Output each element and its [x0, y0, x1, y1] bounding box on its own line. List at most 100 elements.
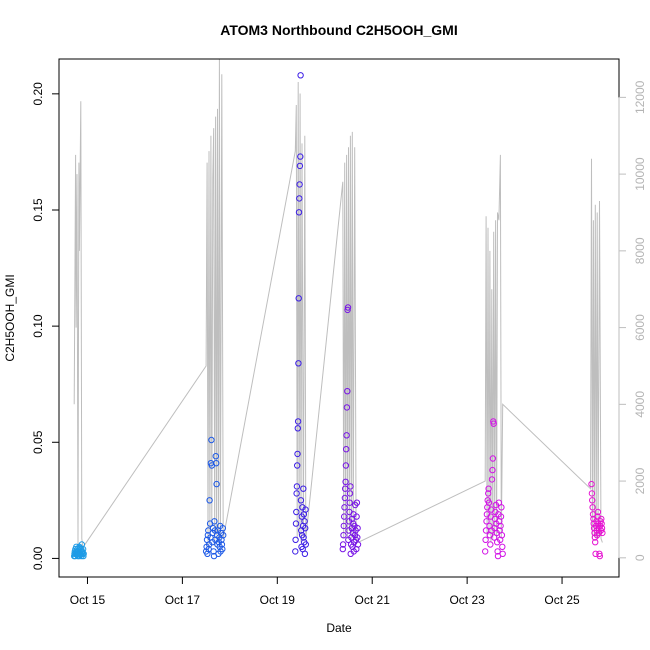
data-point — [488, 476, 496, 483]
x-tick-label: Oct 23 — [449, 593, 485, 607]
data-point — [598, 515, 605, 523]
data-point — [498, 504, 505, 511]
data-point — [588, 490, 596, 497]
data-point — [220, 532, 227, 539]
data-point — [589, 497, 596, 504]
data-point — [301, 518, 308, 525]
data-point — [302, 541, 309, 548]
data-point — [353, 499, 361, 506]
data-point — [482, 548, 489, 555]
data-point — [489, 455, 497, 462]
y2-tick-label: 12000 — [633, 80, 647, 114]
data-point — [339, 545, 346, 553]
y2-tick-label: 10000 — [633, 157, 647, 191]
data-point — [296, 162, 304, 170]
data-point — [219, 545, 226, 553]
data-point — [490, 420, 497, 427]
y2-tick-label: 2000 — [633, 467, 647, 494]
data-point — [343, 446, 350, 453]
y-tick-label: 0.15 — [31, 198, 45, 222]
y2-tick-label: 4000 — [633, 391, 647, 418]
data-point — [344, 304, 352, 311]
data-point — [594, 508, 602, 516]
data-point — [218, 541, 226, 548]
data-point — [212, 453, 220, 460]
y-tick-label: 0.00 — [31, 546, 45, 570]
data-point — [483, 518, 490, 525]
data-point — [599, 529, 606, 537]
data-point — [497, 513, 505, 520]
data-point — [301, 550, 309, 557]
data-point — [339, 541, 347, 548]
data-point — [208, 436, 215, 444]
data-point — [300, 485, 307, 492]
data-point — [294, 418, 302, 425]
altitude-series — [73, 58, 603, 551]
data-point — [592, 539, 599, 546]
data-point — [490, 418, 497, 425]
y-tick-label: 0.20 — [31, 82, 45, 106]
data-point — [346, 499, 353, 506]
altitude-line — [73, 58, 603, 551]
data-point — [300, 534, 307, 541]
x-tick-label: Oct 19 — [260, 593, 296, 607]
data-point — [296, 195, 303, 202]
chart-title: ATOM3 Northbound C2H5OOH_GMI — [220, 22, 457, 38]
data-point — [598, 525, 606, 532]
data-point — [292, 520, 300, 527]
data-point — [596, 550, 603, 557]
data-point — [79, 549, 87, 556]
data-point — [346, 490, 354, 497]
data-point — [598, 520, 605, 527]
data-point — [211, 518, 218, 525]
data-point — [499, 543, 506, 550]
data-point — [296, 181, 303, 188]
data-point — [293, 483, 301, 490]
data-point — [482, 536, 489, 543]
data-point — [213, 480, 220, 488]
data-point — [297, 497, 305, 504]
data-point — [340, 522, 347, 530]
data-point — [292, 536, 299, 543]
data-point — [295, 209, 303, 216]
data-point — [293, 490, 300, 497]
data-point — [293, 508, 300, 516]
y2-tick-label: 0 — [633, 554, 647, 561]
data-point — [294, 425, 301, 432]
data-point — [485, 490, 492, 497]
data-point — [354, 534, 361, 541]
y2-tick-label: 6000 — [633, 314, 647, 341]
data-point — [219, 525, 227, 532]
c2h5ooh-series — [71, 72, 606, 560]
y-tick-label: 0.05 — [31, 430, 45, 454]
data-point — [340, 532, 347, 539]
y-tick-label: 0.10 — [31, 314, 45, 338]
data-point — [341, 513, 348, 520]
plot-frame — [58, 58, 620, 578]
data-point — [489, 466, 496, 474]
data-point — [292, 548, 299, 555]
data-point — [589, 504, 596, 511]
data-point — [295, 360, 302, 367]
data-point — [354, 525, 361, 532]
x-axis-label: Date — [326, 621, 352, 635]
data-point — [498, 532, 506, 539]
data-point — [596, 552, 603, 560]
data-point — [297, 72, 304, 79]
data-point — [485, 499, 493, 506]
data-point — [497, 522, 504, 530]
y-axis-left: 0.00 0.05 0.10 0.15 0.20 — [31, 82, 60, 570]
x-axis: Oct 15 Oct 17 Oct 19 Oct 21 Oct 23 Oct 25 — [70, 576, 580, 607]
data-point — [213, 460, 220, 467]
y-axis-label: C2H5OOH_GMI — [3, 274, 17, 361]
x-tick-label: Oct 17 — [165, 593, 201, 607]
data-point — [206, 497, 213, 504]
data-point — [353, 513, 360, 520]
data-point — [297, 153, 304, 160]
data-point — [588, 480, 595, 488]
data-point — [487, 541, 494, 548]
data-point — [499, 550, 506, 557]
data-point — [344, 306, 351, 314]
data-point — [302, 525, 309, 532]
